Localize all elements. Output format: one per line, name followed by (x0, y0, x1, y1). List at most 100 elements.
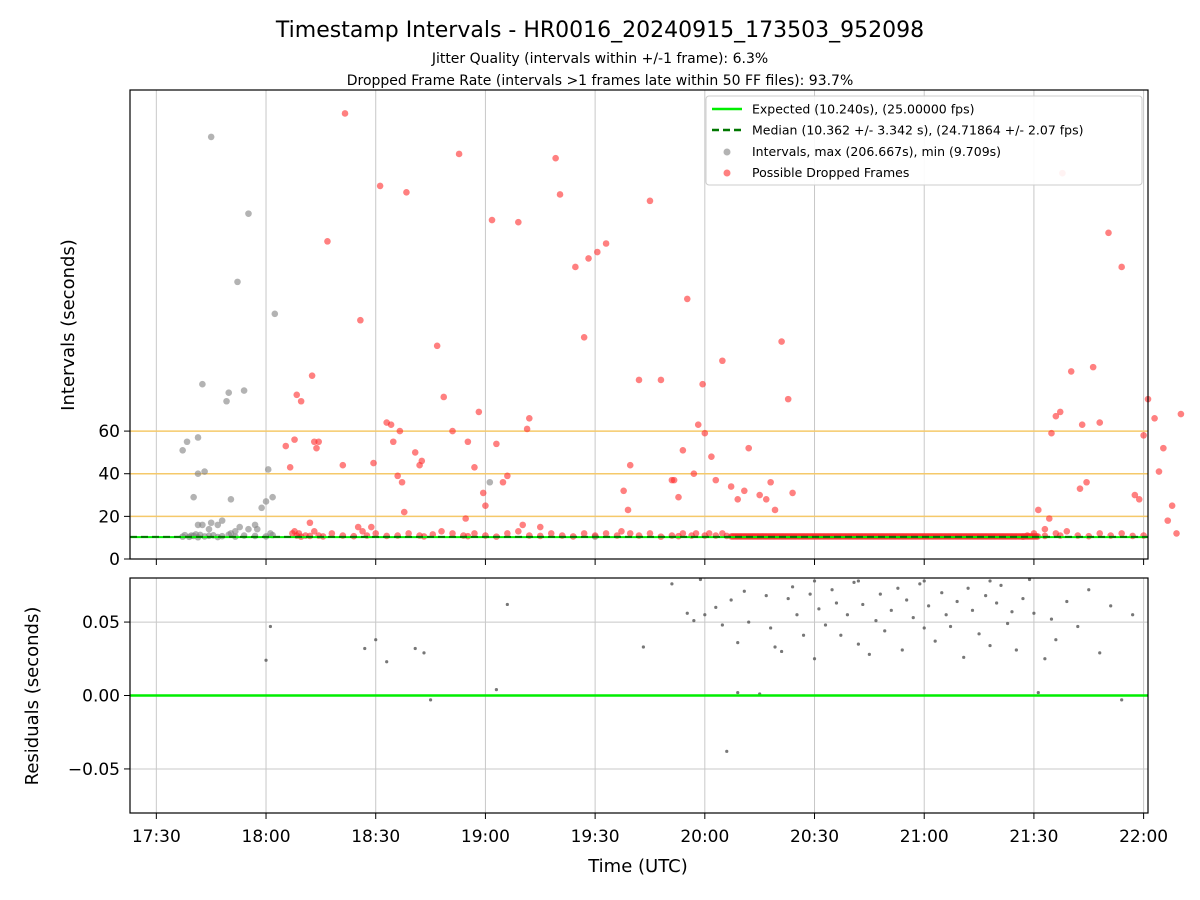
residual-point (736, 641, 740, 645)
dropped-frame-point (683, 295, 691, 303)
dropped-frame-point (440, 393, 448, 401)
dropped-frame-point (1118, 530, 1125, 537)
residual-point (692, 618, 696, 623)
dropped-frame-point (387, 421, 395, 428)
dropped-frame-point (523, 425, 531, 433)
residual-point (729, 598, 733, 602)
dropped-frame-point (1067, 368, 1075, 375)
residual-point (970, 608, 975, 612)
residual-point (878, 592, 882, 596)
dropped-frame-point (394, 472, 401, 480)
residual-point (1036, 690, 1040, 695)
dropped-frame-point (324, 238, 331, 245)
dropped-frame-point (1118, 263, 1125, 271)
dropped-frame-point (1173, 530, 1180, 537)
dropped-frame-point (1035, 506, 1042, 514)
interval-point (245, 525, 252, 533)
legend: Expected (10.240s), (25.00000 fps) Media… (705, 95, 1143, 186)
dropped-frame-point (449, 427, 456, 435)
residual-point (714, 605, 718, 609)
x-axis-label: Time (UTC) (587, 856, 688, 877)
interval-point (205, 525, 213, 533)
dropped-frame-point (368, 523, 375, 531)
dropped-frame-point (670, 476, 678, 484)
x-tick-label: 19:30 (571, 827, 620, 847)
dropped-frame-point (354, 523, 362, 531)
dropped-frame-point (1168, 502, 1176, 510)
dropped-frame-point (504, 472, 511, 480)
dropped-frame-point (1160, 444, 1167, 452)
dropped-frame-point (405, 530, 412, 537)
residual-point (988, 579, 992, 583)
dropped-frame-point (626, 530, 634, 537)
dropped-frame-point (646, 197, 654, 205)
interval-point (194, 434, 202, 441)
dropped-frame-point (499, 478, 507, 486)
residual-point (1043, 657, 1047, 661)
interval-point (253, 525, 261, 533)
dropped-frame-point (699, 380, 706, 388)
dropped-frame-point (692, 530, 700, 537)
dropped-frame-point (411, 449, 419, 456)
interval-point (269, 493, 276, 501)
dropped-frame-point (286, 464, 294, 471)
dropped-frame-point (1155, 468, 1163, 475)
residual-point (1120, 698, 1124, 702)
residual-point (856, 579, 860, 583)
dropped-frame-point (1151, 415, 1158, 422)
dropped-frame-point (328, 530, 336, 537)
interval-point (201, 468, 208, 475)
residual-point (786, 596, 790, 601)
residual-point (747, 620, 751, 624)
interval-point (199, 380, 206, 388)
dropped-frame-point (602, 240, 610, 247)
residual-point (817, 607, 821, 611)
interval-point (240, 387, 248, 394)
dropped-frame-point (526, 415, 533, 422)
residual-point (374, 638, 378, 642)
dropped-frame-point (293, 391, 301, 399)
interval-point (258, 504, 265, 512)
dropped-frame-point (1045, 515, 1053, 522)
dropped-frame-point (536, 523, 544, 531)
dropped-frame-point (1164, 517, 1172, 524)
y-tick-label: 0.05 (82, 613, 120, 633)
interval-point (267, 530, 274, 537)
dropped-frame-point (464, 438, 472, 446)
dropped-frame-point (679, 446, 687, 454)
dropped-frame-point (626, 461, 634, 469)
residuals-plot: −0.05 0.00 0.05 17:30 18:00 18:30 19:00 19:30 20… (68, 577, 1168, 847)
residual-point (845, 613, 850, 617)
y-tick-label: 20 (98, 507, 120, 527)
dropped-frame-point (479, 489, 487, 497)
residual-point (988, 643, 992, 648)
interval-point (207, 133, 215, 141)
dropped-frame-point (339, 461, 347, 469)
residual-point (363, 646, 367, 651)
residual-point (1027, 577, 1032, 582)
residual-point (685, 611, 689, 615)
residual-point (1021, 596, 1025, 601)
dropped-frame-point (580, 530, 588, 537)
dropped-frame-point (620, 487, 627, 495)
dropped-frame-point (690, 470, 698, 478)
dropped-frame-point (789, 489, 796, 497)
interval-point (234, 278, 241, 286)
residual-point (995, 601, 999, 605)
residual-point (839, 633, 843, 637)
residual-point (874, 618, 878, 623)
dropped-frame-point (1030, 530, 1038, 537)
dropped-frame-point (449, 530, 456, 537)
dropped-frame-point (1078, 421, 1086, 428)
dropped-frame-point (1140, 432, 1147, 439)
residual-point (911, 616, 915, 620)
residual-point (856, 642, 860, 646)
dropped-frame-point (488, 216, 496, 224)
interval-point (225, 389, 233, 397)
residual-point (999, 583, 1003, 587)
dropped-frame-point (1105, 229, 1112, 237)
legend-swatch-intervals (723, 148, 731, 156)
dropped-frame-point (308, 372, 316, 379)
dropped-frame-point (455, 150, 463, 158)
residual-point (889, 608, 893, 612)
